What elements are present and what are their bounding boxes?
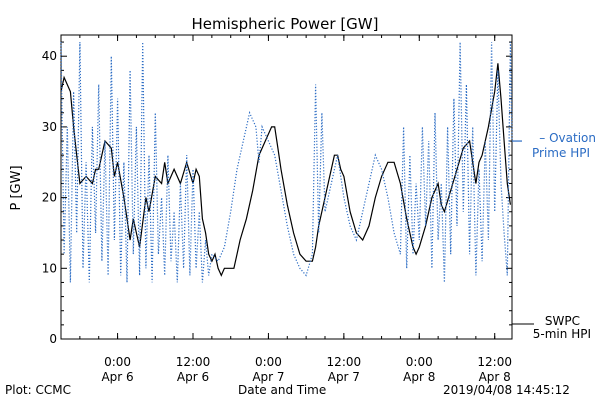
x-tick-date-label: Apr 8	[403, 370, 435, 384]
y-tick-label: 10	[42, 261, 57, 275]
swpc-legend-label-line1: SWPC	[545, 314, 580, 328]
swpc-hpi-line	[60, 63, 511, 277]
x-axis-label: Date and Time	[238, 383, 327, 397]
swpc-legend-label-line2: 5-min HPI	[533, 327, 591, 341]
chart-title: Hemispheric Power [GW]	[192, 15, 379, 33]
x-tick-time-label: 0:00	[104, 355, 131, 369]
x-tick-time-label: 0:00	[255, 355, 282, 369]
x-tick-time-label: 12:00	[176, 355, 211, 369]
y-axis-label: P [GW]	[9, 165, 24, 210]
y-tick-label: 30	[42, 120, 57, 134]
plot-frame	[60, 34, 513, 340]
x-tick-time-label: 0:00	[406, 355, 433, 369]
x-tick-date-label: Apr 6	[101, 370, 133, 384]
ovation-legend-label-line2: Prime HPI	[532, 146, 590, 160]
x-tick-time-label: 12:00	[327, 355, 362, 369]
ovation-prime-hpi-line	[60, 42, 513, 283]
x-tick-date-label: Apr 8	[479, 370, 511, 384]
ovation-legend-label-line1: – Ovation	[539, 131, 596, 145]
x-tick-date-label: Apr 6	[177, 370, 209, 384]
y-tick-label: 0	[49, 332, 57, 346]
timestamp: 2019/04/08 14:45:12	[443, 383, 570, 397]
plot-credit: Plot: CCMC	[5, 383, 71, 397]
x-tick-date-label: Apr 7	[252, 370, 284, 384]
x-tick-date-label: Apr 7	[328, 370, 360, 384]
x-tick-time-label: 12:00	[477, 355, 512, 369]
y-tick-label: 40	[42, 49, 57, 63]
y-tick-label: 20	[42, 191, 57, 205]
